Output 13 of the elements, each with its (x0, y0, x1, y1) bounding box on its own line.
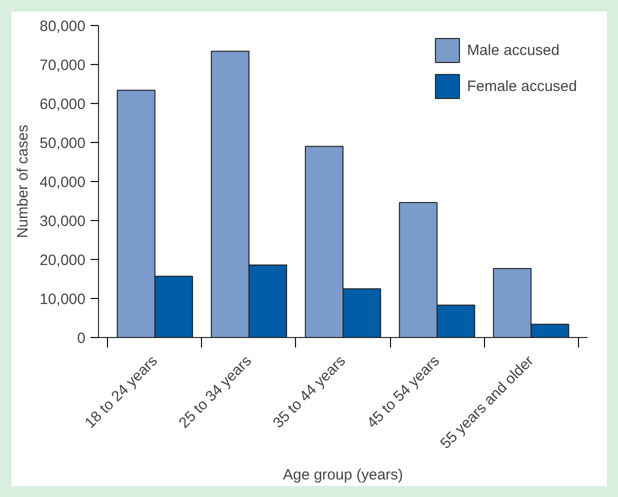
legend-label: Female accused (466, 78, 577, 94)
legend-label: Male accused (466, 42, 560, 58)
y-tick-label: 20,000 (40, 252, 86, 269)
y-tick-label: 50,000 (40, 135, 86, 152)
y-axis-title: Number of cases (14, 124, 32, 238)
y-tick-label: 10,000 (40, 291, 86, 308)
y-tick-label: 60,000 (40, 96, 86, 113)
x-axis-title: Age group (years) (282, 466, 404, 484)
y-tick-label: 80,000 (40, 18, 86, 35)
y-tick-label: 0 (77, 330, 86, 347)
y-tick-label: 30,000 (40, 213, 86, 230)
y-tick-label: 40,000 (40, 174, 86, 191)
y-tick-label: 70,000 (40, 57, 86, 74)
